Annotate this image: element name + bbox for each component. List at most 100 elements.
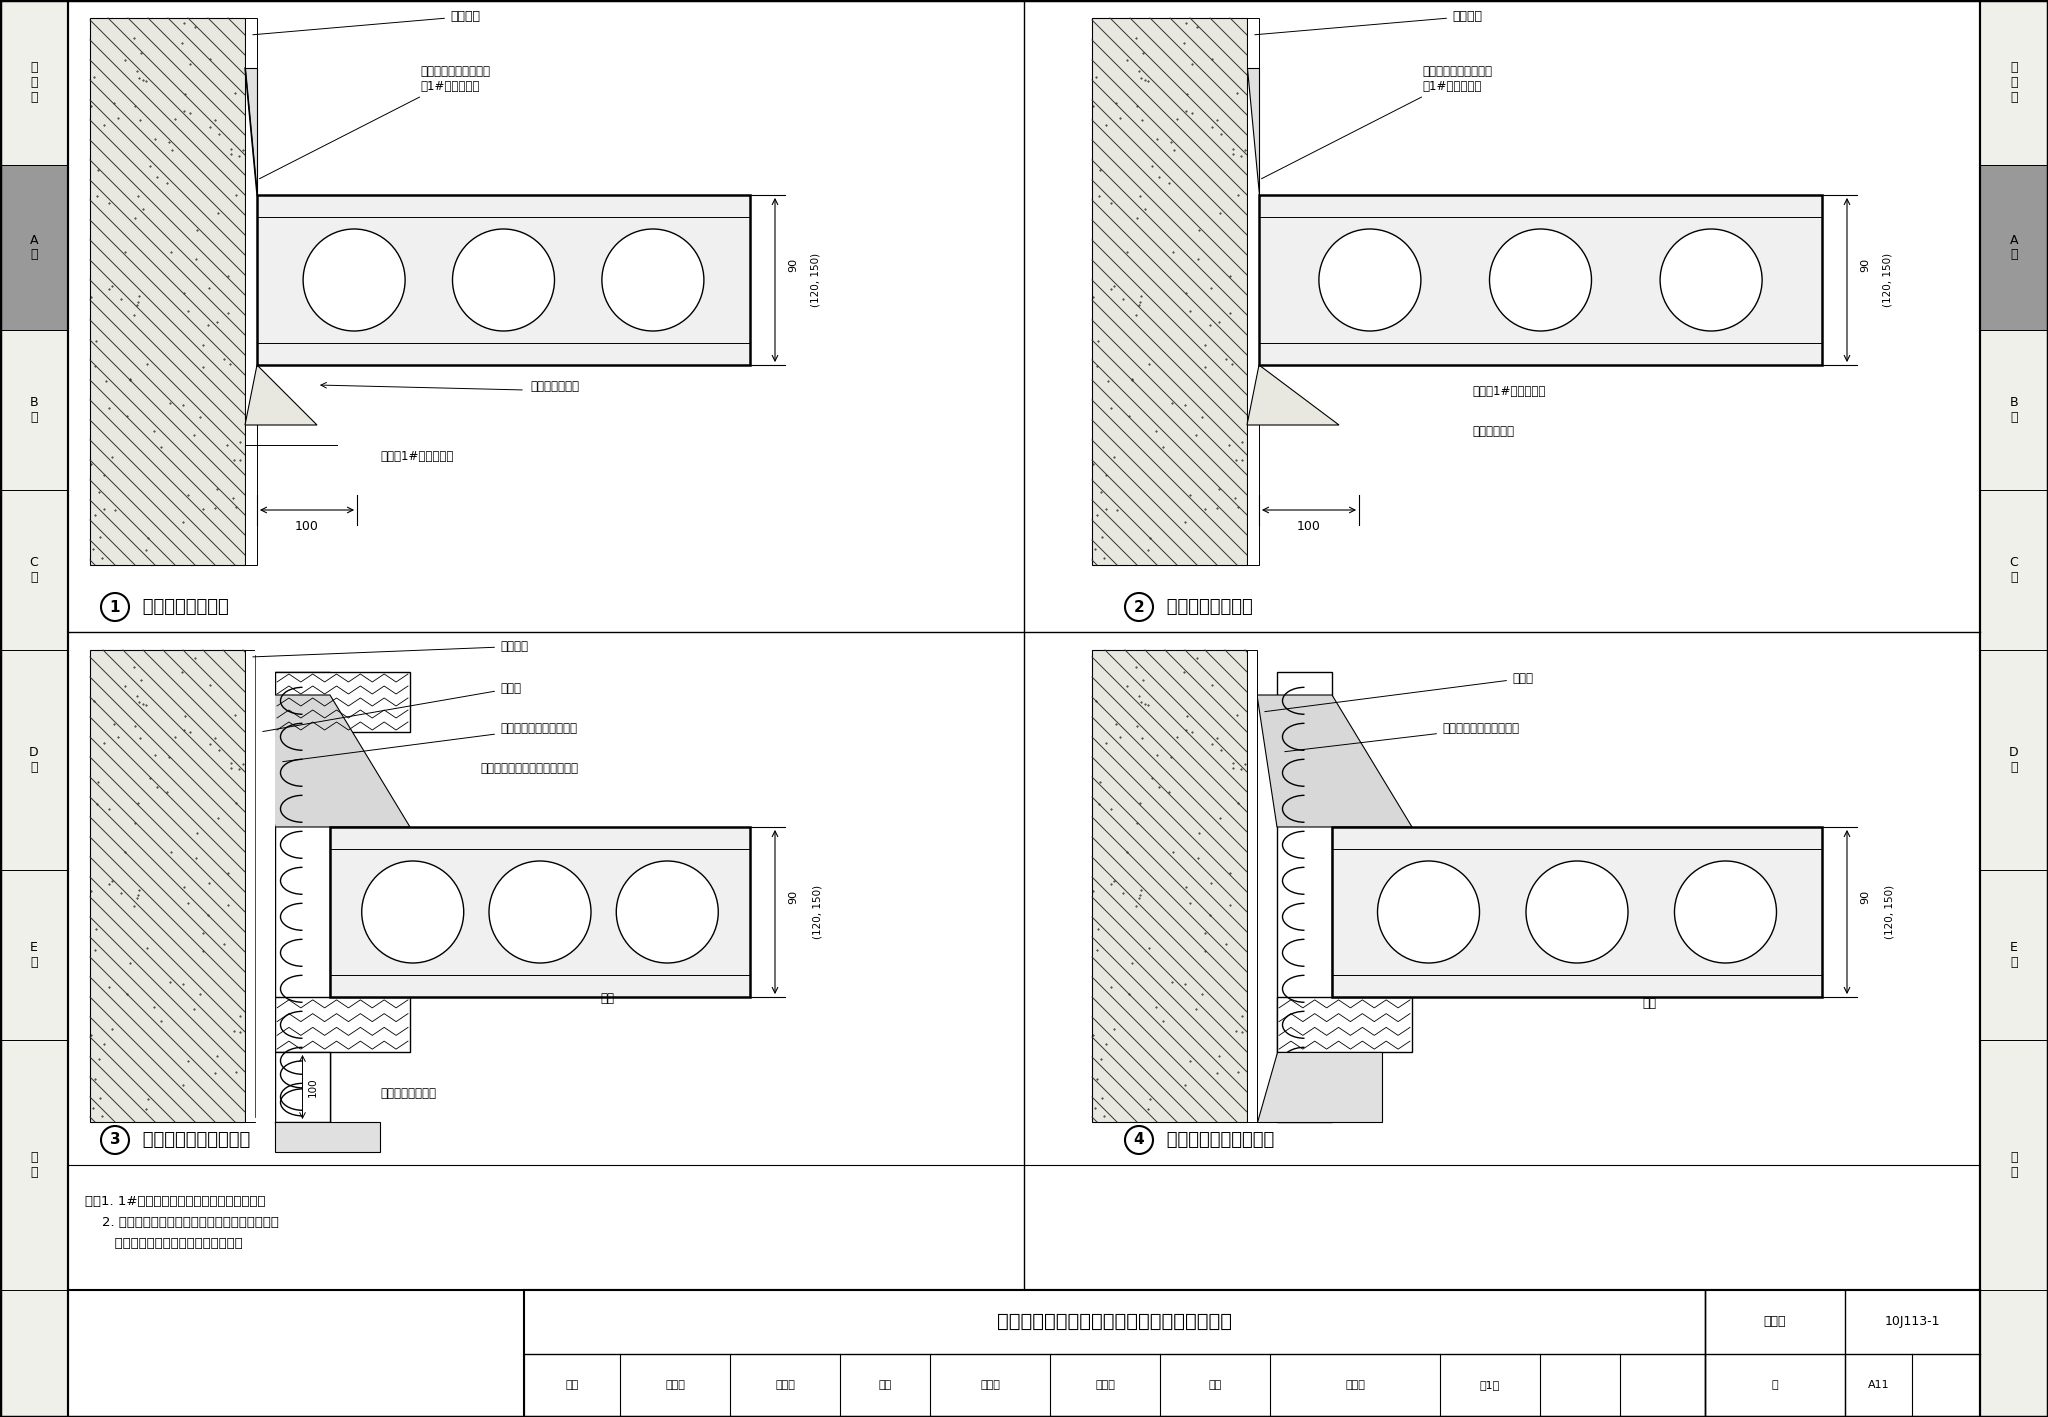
Text: 100: 100 — [1296, 520, 1321, 533]
Text: 保温构造做法按工程设计: 保温构造做法按工程设计 — [283, 723, 578, 762]
Text: 粘结剂按工程设计: 粘结剂按工程设计 — [381, 1087, 436, 1100]
Bar — [246, 650, 256, 1122]
Text: 注：1. 1#粘结剂用于板与板、板与主体结构。
    2. 根据不同气候分区，采取保温加强技术措施，
       包括增加挤型板或做保温砂浆处理。: 注：1. 1#粘结剂用于板与板、板与主体结构。 2. 根据不同气候分区，采取保温… — [86, 1195, 279, 1250]
Circle shape — [453, 230, 555, 332]
Text: (120, 150): (120, 150) — [811, 886, 821, 939]
Text: 图集号: 图集号 — [1763, 1315, 1786, 1328]
Text: 设计: 设计 — [1208, 1380, 1221, 1390]
Text: 1: 1 — [111, 599, 121, 615]
Text: 90: 90 — [1860, 258, 1870, 272]
Bar — [1980, 650, 2048, 870]
Text: 4: 4 — [1135, 1132, 1145, 1148]
Text: A11: A11 — [1868, 1380, 1890, 1390]
Circle shape — [1124, 1127, 1153, 1153]
Text: (120, 150): (120, 150) — [811, 254, 819, 307]
Text: 杨小东: 杨小东 — [1346, 1380, 1364, 1390]
Bar — [0, 1040, 68, 1289]
Text: 条板与墙、柱连接: 条板与墙、柱连接 — [1161, 598, 1253, 616]
Text: 2: 2 — [1135, 599, 1145, 615]
Text: 100: 100 — [307, 1077, 317, 1097]
Text: 总
说
明: 总 说 明 — [31, 61, 37, 103]
Bar — [0, 0, 68, 1417]
Text: B
型: B 型 — [2009, 395, 2019, 424]
Bar — [274, 672, 410, 733]
Text: 3: 3 — [111, 1132, 121, 1148]
Text: 空气层: 空气层 — [262, 682, 520, 731]
Circle shape — [1124, 592, 1153, 621]
Text: 校对: 校对 — [879, 1380, 891, 1390]
Text: 韩亚非: 韩亚非 — [666, 1380, 684, 1390]
Bar — [1247, 650, 1257, 1122]
Text: D
型: D 型 — [2009, 745, 2019, 774]
Text: 阴角附加玻纤布条一层
用1#粘结剂粘结: 阴角附加玻纤布条一层 用1#粘结剂粘结 — [1262, 65, 1493, 179]
Circle shape — [1378, 862, 1479, 964]
Circle shape — [100, 592, 129, 621]
Bar — [1980, 0, 2048, 164]
Text: 条板与墙、柱连接: 条板与墙、柱连接 — [137, 598, 229, 616]
Circle shape — [616, 862, 719, 964]
Text: 主体墙柱: 主体墙柱 — [252, 640, 528, 657]
Text: 100: 100 — [295, 520, 319, 533]
Bar — [1980, 164, 2048, 330]
Bar — [1980, 490, 2048, 650]
Circle shape — [100, 1127, 129, 1153]
Circle shape — [1661, 230, 1761, 332]
Bar — [330, 828, 750, 998]
Text: 饰面按工程设计: 饰面按工程设计 — [530, 380, 580, 393]
Text: 用灌注法施工: 用灌注法施工 — [1473, 425, 1513, 438]
Text: 条板与保温墙、柱连接: 条板与保温墙、柱连接 — [137, 1131, 250, 1149]
Bar — [1980, 330, 2048, 490]
Text: (120, 150): (120, 150) — [1884, 886, 1894, 939]
Bar — [0, 870, 68, 1040]
Text: 轻混凝土、水泥、石膏条板与墙、柱连接节点: 轻混凝土、水泥、石膏条板与墙、柱连接节点 — [997, 1312, 1233, 1331]
Text: C
型: C 型 — [2009, 555, 2019, 584]
Text: A
型: A 型 — [2009, 234, 2017, 262]
Text: 10J113-1: 10J113-1 — [1884, 1315, 1939, 1328]
Text: C
型: C 型 — [29, 555, 39, 584]
Text: E
型: E 型 — [31, 941, 39, 969]
Bar — [1278, 998, 1411, 1051]
Polygon shape — [274, 1122, 381, 1152]
Text: 条板用1#水泥粘结剂: 条板用1#水泥粘结剂 — [381, 451, 453, 463]
Text: 条板: 条板 — [600, 992, 614, 1005]
Polygon shape — [1257, 1051, 1382, 1122]
Text: 伍玖玫: 伍玖玫 — [1096, 1380, 1114, 1390]
Text: 内墙抹灰: 内墙抹灰 — [252, 10, 479, 35]
Circle shape — [489, 862, 592, 964]
Circle shape — [1526, 862, 1628, 964]
Polygon shape — [1247, 366, 1339, 425]
Polygon shape — [1247, 68, 1260, 196]
Text: B
型: B 型 — [29, 395, 39, 424]
Text: A
型: A 型 — [31, 234, 39, 262]
Bar — [1092, 650, 1247, 1122]
Text: 90: 90 — [788, 890, 799, 904]
Bar — [1980, 0, 2048, 1417]
Bar — [0, 0, 68, 164]
Bar — [1278, 672, 1331, 1122]
Bar — [90, 18, 246, 565]
Bar — [246, 18, 256, 565]
Bar — [90, 650, 246, 1122]
Bar — [0, 490, 68, 650]
Text: 空气层: 空气层 — [1266, 672, 1534, 711]
Text: 90: 90 — [1860, 890, 1870, 904]
Circle shape — [1319, 230, 1421, 332]
Bar — [1331, 828, 1823, 998]
Bar — [256, 650, 274, 1122]
Text: 页: 页 — [1772, 1380, 1778, 1390]
Bar — [1247, 18, 1260, 565]
Bar — [1980, 1040, 2048, 1289]
Polygon shape — [1257, 694, 1411, 828]
Text: 条板: 条板 — [1642, 998, 1657, 1010]
Text: D
型: D 型 — [29, 745, 39, 774]
Polygon shape — [246, 366, 317, 425]
Text: 阴角附加玻纤布条一层
用1#粘结剂粘结: 阴角附加玻纤布条一层 用1#粘结剂粘结 — [260, 65, 489, 179]
Bar — [0, 650, 68, 870]
Text: 条板用1#水泥粘结剂: 条板用1#水泥粘结剂 — [1473, 385, 1546, 398]
Circle shape — [1675, 862, 1776, 964]
Circle shape — [1489, 230, 1591, 332]
Text: 保温构造做法按工程设计: 保温构造做法按工程设计 — [1284, 723, 1520, 751]
Bar — [274, 998, 410, 1051]
Bar — [0, 330, 68, 490]
Text: 条板与保温墙、柱连接: 条板与保温墙、柱连接 — [1161, 1131, 1274, 1149]
